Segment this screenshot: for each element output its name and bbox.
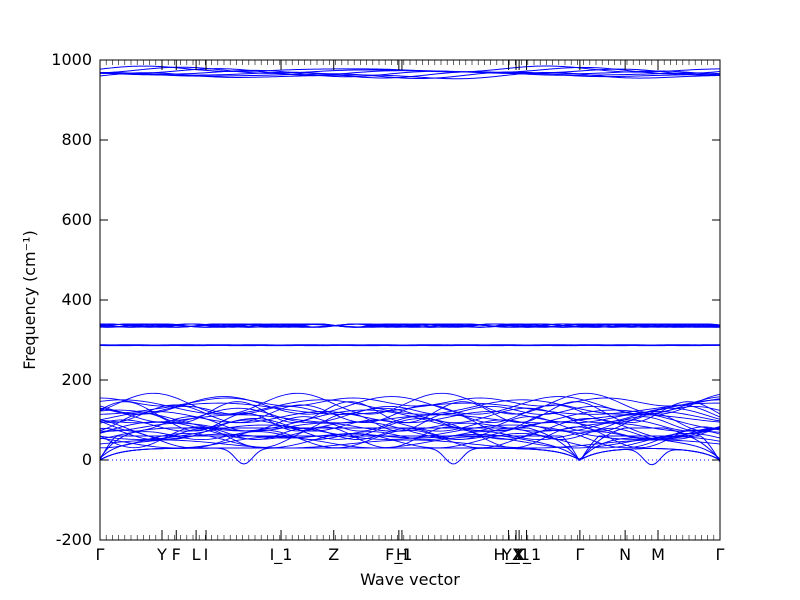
y-axis-label: Frequency (cm⁻¹): [20, 230, 39, 369]
x-axis-label: Wave vector: [360, 570, 460, 589]
x-tick-label: X: [514, 545, 525, 564]
band-line: [99, 447, 721, 466]
x-tick-label: X_1: [512, 545, 541, 565]
band-line: [99, 447, 721, 465]
band-line: [99, 412, 721, 432]
x-tick-label: I_1: [270, 545, 293, 565]
band-line: [99, 396, 721, 415]
y-tick-label: 200: [61, 370, 92, 389]
band-line: [99, 402, 721, 415]
x-tick-label: F: [172, 545, 181, 564]
y-tick-label: 800: [61, 130, 92, 149]
x-tick-label: H_1: [493, 545, 523, 565]
x-tick-label: Z: [328, 545, 339, 564]
band-line: [99, 422, 721, 432]
y-tick-label: -200: [56, 530, 92, 549]
y-tick-label: 1000: [51, 50, 92, 69]
plot-frame: [99, 59, 721, 541]
band-line: [99, 392, 721, 415]
y-tick-label: 600: [61, 210, 92, 229]
x-tick-label: Γ: [96, 545, 105, 564]
band-line: [99, 433, 721, 460]
x-tick-label: Y: [156, 545, 167, 564]
y-tick-label: 400: [61, 290, 92, 309]
band-line: [99, 414, 721, 424]
x-tick-label: I: [204, 545, 209, 564]
band-line: [99, 344, 721, 347]
band-line: [99, 436, 721, 449]
band-line: [99, 69, 721, 78]
x-tick-label: M: [651, 545, 665, 564]
band-line: [99, 447, 721, 465]
x-tick-label: N: [619, 545, 631, 564]
band-line: [99, 399, 721, 415]
band-line: [99, 71, 721, 79]
band-line: [99, 323, 721, 328]
band-line: [99, 71, 721, 79]
band-line: [99, 427, 721, 462]
band-line: [99, 401, 721, 423]
band-line: [99, 426, 721, 449]
x-tick-label: Y_1: [501, 545, 530, 565]
x-tick-label: F_1: [385, 545, 412, 565]
x-tick-label: L: [192, 545, 201, 564]
y-tick-label: 0: [82, 450, 92, 469]
band-line: [99, 65, 721, 73]
x-tick-label: Γ: [716, 545, 725, 564]
band-line: [99, 397, 721, 407]
band-line: [99, 435, 721, 463]
x-axis: Γ Y F L I I_1 Z F_1H H_1Y_1XX_1 Γ N M Γ: [96, 60, 725, 565]
y-axis: -200 0 200 400 600 800 1000: [51, 50, 720, 549]
x-tick-label: Γ: [575, 545, 584, 564]
phonon-bands: [99, 65, 721, 466]
band-line: [99, 439, 721, 449]
x-tick-label: H: [396, 545, 408, 564]
